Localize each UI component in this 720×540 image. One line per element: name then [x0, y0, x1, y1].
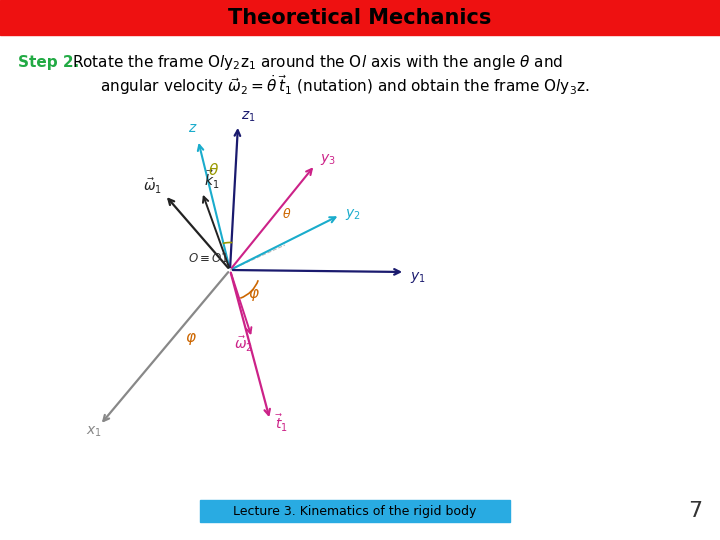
Text: $y_2$: $y_2$ — [345, 207, 361, 222]
Text: $\vec{\omega}_2$: $\vec{\omega}_2$ — [234, 335, 253, 354]
Text: $y_1$: $y_1$ — [410, 270, 426, 285]
Bar — [0, 0, 720, 35]
Text: $\vec{t}_1$: $\vec{t}_1$ — [275, 414, 288, 434]
Text: $z_1$: $z_1$ — [241, 110, 256, 124]
Text: $\theta$: $\theta$ — [282, 207, 292, 221]
Text: $O{\equiv}O1$: $O{\equiv}O1$ — [188, 252, 229, 265]
Text: $\theta$: $\theta$ — [208, 162, 219, 178]
Text: $\vec{\omega}_1$: $\vec{\omega}_1$ — [143, 177, 162, 197]
Text: Theoretical Mechanics: Theoretical Mechanics — [228, 8, 492, 28]
Text: $x_1$: $x_1$ — [86, 425, 102, 440]
Text: $y_3$: $y_3$ — [320, 152, 336, 167]
Text: $\varphi$: $\varphi$ — [185, 331, 197, 347]
Text: Lecture 3. Kinematics of the rigid body: Lecture 3. Kinematics of the rigid body — [233, 504, 477, 517]
Text: angular velocity $\vec{\omega}_2 = \dot{\theta}\,\vec{t}_1$ (nutation) and obtai: angular velocity $\vec{\omega}_2 = \dot{… — [100, 73, 590, 97]
Text: $\vec{k}_1$: $\vec{k}_1$ — [204, 170, 220, 191]
Text: $\varphi$: $\varphi$ — [248, 287, 260, 303]
Text: 7: 7 — [688, 501, 702, 521]
Bar — [200, 500, 510, 522]
Text: $z$: $z$ — [188, 121, 197, 135]
Text: Step 2.: Step 2. — [18, 55, 79, 70]
Text: Rotate the frame $\mathrm{O}\mathit{l}\mathrm{y}_2\mathrm{z}_1$ around the $\mat: Rotate the frame $\mathrm{O}\mathit{l}\m… — [72, 52, 563, 71]
